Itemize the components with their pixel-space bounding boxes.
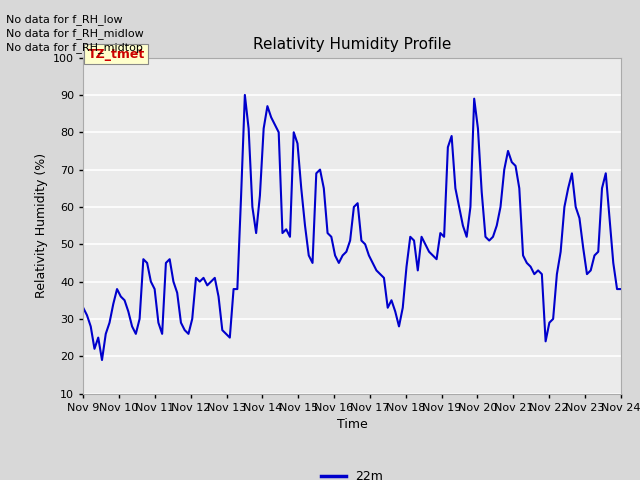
Text: No data for f_RH_midlow: No data for f_RH_midlow <box>6 28 144 39</box>
X-axis label: Time: Time <box>337 418 367 431</box>
Y-axis label: Relativity Humidity (%): Relativity Humidity (%) <box>35 153 47 298</box>
Text: No data for f_RH_low: No data for f_RH_low <box>6 13 123 24</box>
Legend: 22m: 22m <box>316 465 388 480</box>
Text: No data for f_RH_midtop: No data for f_RH_midtop <box>6 42 143 53</box>
Title: Relativity Humidity Profile: Relativity Humidity Profile <box>253 37 451 52</box>
Text: TZ_tmet: TZ_tmet <box>88 48 145 60</box>
